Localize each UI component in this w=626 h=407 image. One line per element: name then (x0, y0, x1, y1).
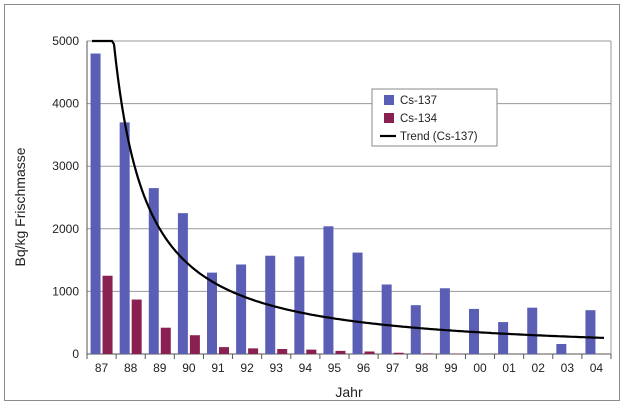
x-tick-label: 03 (561, 361, 575, 375)
bar-cs-134 (306, 349, 317, 354)
legend-swatch-cs137 (384, 95, 394, 105)
bar-cs-134 (102, 275, 113, 354)
chart-frame: 0 1000 2000 3000 4000 5000 87 88 89 90 91 92 93 94 95… (4, 4, 620, 401)
bar-cs-137 (294, 256, 305, 354)
bar-cs-137 (90, 53, 101, 355)
x-tick-label: 89 (153, 361, 167, 375)
bar-cs-137 (498, 322, 509, 354)
bar-cs-134 (364, 351, 375, 354)
bar-cs-137 (410, 305, 421, 354)
x-tick-label: 99 (444, 361, 458, 375)
x-tick-label: 98 (415, 361, 429, 375)
bar-cs-137 (381, 284, 392, 354)
x-tick-label: 92 (240, 361, 254, 375)
bars (90, 53, 596, 355)
bar-cs-137 (323, 226, 334, 354)
x-tick-label: 94 (299, 361, 313, 375)
bar-cs-134 (422, 353, 433, 354)
x-tick-label: 93 (270, 361, 284, 375)
y-tick-label: 3000 (52, 159, 79, 173)
x-tick-label: 01 (502, 361, 516, 375)
y-axis-label: Bq/kg Frischmasse (12, 147, 28, 266)
legend: Cs-137 Cs-134 Trend (Cs-137) (371, 88, 498, 147)
y-tick-label: 4000 (52, 97, 79, 111)
bar-cs-137 (148, 188, 159, 354)
legend-label-cs134: Cs-134 (400, 113, 438, 125)
bar-cs-134 (219, 347, 229, 354)
trend-line (92, 39, 605, 339)
x-tick-label: 95 (328, 361, 342, 375)
y-tick-labels: 0 1000 2000 3000 4000 5000 (52, 34, 79, 361)
bar-cs-134 (277, 348, 288, 354)
y-tick-label: 0 (72, 347, 79, 361)
bar-cs-134 (131, 299, 142, 354)
y-tick-label: 1000 (52, 284, 79, 298)
bar-cs-137 (119, 122, 130, 354)
legend-label-trend: Trend (Cs-137) (400, 131, 478, 143)
bar-cs-134 (160, 327, 171, 354)
bar-cs-137 (177, 213, 188, 354)
legend-label-cs137: Cs-137 (400, 95, 437, 107)
y-tick-label: 2000 (52, 222, 79, 236)
x-tick-label: 02 (532, 361, 546, 375)
bar-cs-134 (335, 350, 346, 354)
bar-cs-134 (189, 335, 200, 354)
x-tick-label: 97 (386, 361, 400, 375)
bar-cs-134 (393, 352, 404, 354)
gridlines (86, 40, 612, 355)
x-tick-label: 91 (211, 361, 225, 375)
x-tick-label: 04 (590, 361, 604, 375)
x-tick-label: 87 (95, 361, 109, 375)
x-tick-label: 96 (357, 361, 371, 375)
bar-cs-137 (585, 310, 596, 354)
x-tick-label: 00 (473, 361, 487, 375)
bar-cs-137 (207, 272, 217, 354)
x-tick-label: 88 (124, 361, 138, 375)
x-axis-label: Jahr (335, 384, 363, 400)
bar-cs-137 (236, 264, 247, 354)
y-tick-label: 5000 (52, 34, 79, 48)
bar-cs-137 (556, 343, 567, 354)
x-tick-label: 90 (182, 361, 196, 375)
bar-cs-137 (352, 252, 363, 354)
legend-swatch-cs134 (384, 113, 394, 123)
bar-cs-134 (248, 348, 259, 354)
x-tick-labels: 87 88 89 90 91 92 93 94 95 96 97 98 99 00 01 02 03 04 (86, 354, 612, 375)
bar-cs-137 (527, 307, 538, 354)
bar-cs-137 (439, 288, 450, 354)
